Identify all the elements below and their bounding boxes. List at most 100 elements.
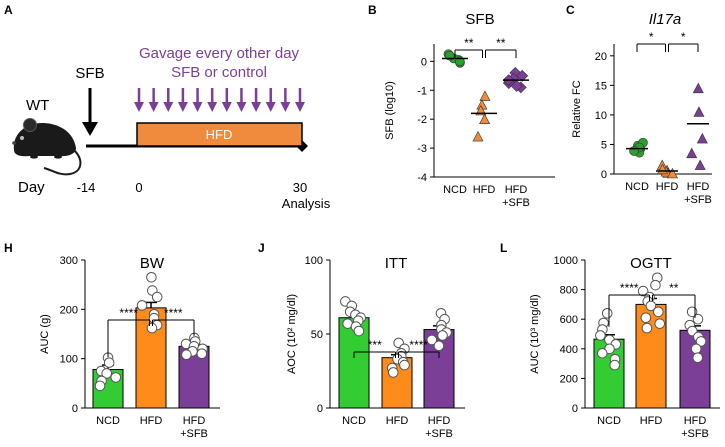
- data-point: [516, 69, 529, 82]
- x-category-label: NCD: [342, 415, 366, 427]
- y-tick-label: 15: [595, 80, 607, 92]
- day-tick-minus14: -14: [77, 180, 96, 195]
- data-point: [479, 90, 491, 101]
- y-tick-label: 0: [317, 403, 323, 415]
- y-axis-label: AUC (g): [39, 314, 51, 354]
- y-axis-label: AUC (10³ mg/dl): [529, 294, 541, 373]
- y-axis-label: SFB (log10): [384, 81, 396, 140]
- significance-label: ****: [119, 306, 138, 320]
- panel-letter-a: A: [4, 3, 13, 17]
- data-point: [472, 130, 484, 142]
- significance-label: **: [496, 36, 506, 50]
- y-tick-label: 20: [595, 51, 607, 63]
- data-point: [437, 330, 448, 341]
- data-point: [387, 367, 399, 378]
- chart-title: BW: [140, 255, 165, 272]
- data-point: [103, 357, 115, 368]
- data-point: [609, 359, 621, 371]
- analysis-label: Analysis: [282, 196, 331, 211]
- chart-title: OGTT: [630, 255, 672, 272]
- data-point: [146, 322, 158, 334]
- hfd-bar-label: HFD: [206, 127, 233, 142]
- x-category-label: HFD +SFB: [684, 181, 712, 206]
- data-point: [101, 368, 113, 379]
- data-point: [479, 113, 491, 124]
- gavage-arrow-head: [148, 102, 159, 112]
- significance-label: ****: [164, 306, 183, 320]
- y-tick-label: -1: [417, 85, 427, 97]
- chart-title: Il17a: [649, 11, 682, 28]
- chart-itt: ITT 0 50 100 AOC (10² mg/dl) NCD HFD HFD +SFB ***…: [286, 255, 465, 440]
- gavage-arrow-head: [207, 102, 218, 112]
- data-point: [595, 330, 606, 341]
- x-category-label: HFD: [640, 415, 663, 427]
- data-point: [654, 318, 666, 329]
- chart-il17a: Il17a 0 5 10 15 20 Relative FC NCD HFD HFD +SFB * *: [571, 11, 712, 206]
- x-category-label: NCD: [625, 181, 649, 193]
- x-category-label: NCD: [597, 415, 621, 427]
- data-point: [196, 348, 208, 360]
- data-point: [426, 334, 438, 346]
- data-point: [690, 343, 702, 355]
- data-point: [110, 372, 122, 383]
- chart-title: ITT: [385, 255, 408, 272]
- x-category-label: HFD +SFB: [180, 415, 208, 440]
- data-point: [596, 347, 608, 359]
- data-point: [181, 349, 192, 361]
- gavage-arrow-head: [177, 102, 188, 112]
- y-tick-label: 50: [311, 329, 323, 341]
- panel-letter-j: J: [258, 241, 265, 255]
- gavage-text-line2: SFB or control: [171, 64, 267, 81]
- x-category-label: HFD +SFB: [681, 415, 709, 440]
- gavage-arrow-head: [251, 102, 262, 112]
- y-axis-label: Relative FC: [571, 80, 583, 138]
- x-category-label: HFD: [473, 184, 496, 196]
- data-point: [696, 132, 708, 144]
- gavage-arrow-head: [192, 102, 203, 112]
- y-axis-label: AOC (10² mg/dl): [286, 294, 298, 374]
- data-point: [475, 104, 487, 116]
- day-label: Day: [18, 179, 45, 196]
- x-category-label: HFD +SFB: [425, 415, 453, 440]
- panel-letter-c: C: [566, 3, 575, 17]
- data-point: [601, 307, 613, 319]
- chart-sfb: SFB 0 -1 -2 -3 -4 SFB (log10) NCD HFD HFD +SFB ** **: [384, 11, 555, 209]
- y-tick-label: 600: [560, 314, 578, 326]
- data-point: [433, 340, 445, 352]
- x-category-label: HFD: [386, 415, 409, 427]
- y-tick-label: 0: [572, 403, 578, 415]
- y-tick-label: -2: [417, 114, 427, 126]
- y-tick-label: 1000: [554, 255, 578, 267]
- y-tick-label: 800: [560, 285, 578, 297]
- data-point: [151, 291, 163, 303]
- y-tick-label: -4: [417, 172, 427, 184]
- data-point: [510, 79, 523, 92]
- significance-label: ***: [368, 338, 382, 352]
- data-point: [695, 336, 707, 347]
- panel-letter-l: L: [500, 241, 507, 255]
- chart-title: SFB: [465, 11, 494, 28]
- data-point: [645, 300, 657, 312]
- x-category-label: HFD: [656, 181, 679, 193]
- data-point: [686, 147, 698, 159]
- data-point: [640, 312, 652, 324]
- y-tick-label: 200: [60, 304, 78, 316]
- x-category-label: HFD +SFB: [502, 184, 530, 209]
- significance-label: ****: [620, 281, 639, 295]
- day-tick-0: 0: [135, 180, 142, 195]
- gavage-arrow-head: [221, 102, 232, 112]
- y-tick-label: 300: [60, 255, 78, 267]
- gavage-arrow-head: [280, 102, 291, 112]
- panel-letter-b: B: [368, 3, 377, 17]
- data-point: [637, 285, 649, 297]
- sfb-label: SFB: [75, 65, 104, 82]
- hfd-bar: [136, 122, 303, 147]
- gavage-arrow-head: [134, 102, 144, 112]
- data-point: [692, 82, 704, 94]
- mouse-icon: [12, 118, 82, 176]
- data-point: [650, 279, 661, 291]
- data-point: [666, 167, 678, 179]
- x-category-label: NCD: [443, 184, 467, 196]
- significance-label: **: [669, 281, 679, 295]
- y-tick-label: 0: [72, 403, 78, 415]
